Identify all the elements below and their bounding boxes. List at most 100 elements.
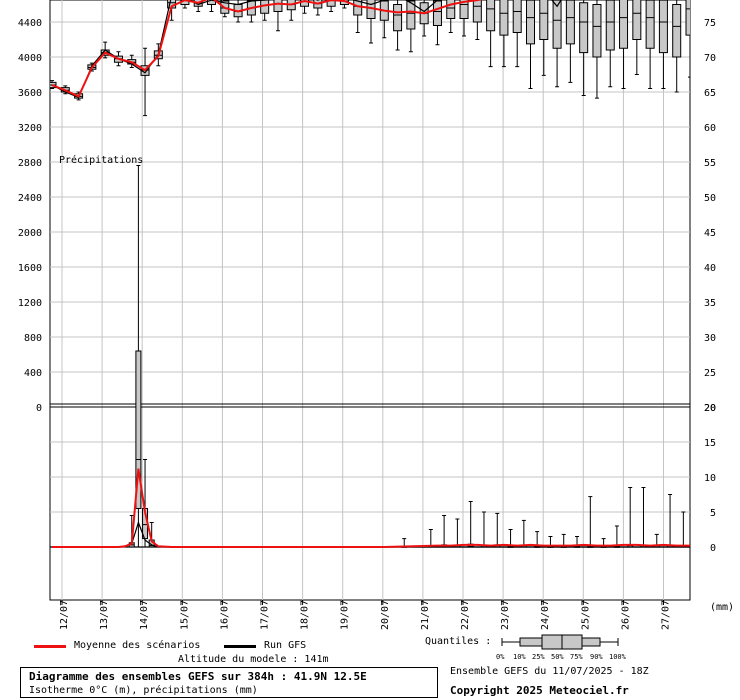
x-tick-label: 20/07: [380, 600, 391, 630]
x-tick-label: 26/07: [620, 600, 631, 630]
isotherm-box: [605, 0, 615, 88]
precip-unit-label: (mm): [710, 602, 734, 613]
mean-precip-line: [52, 468, 690, 548]
quantile-mark: 10%: [513, 653, 526, 661]
box-body: [446, 0, 456, 19]
altitude-label: Altitude du modele : 141m: [178, 654, 329, 665]
box-body: [658, 0, 668, 54]
quantiles-label: Quantiles :: [425, 636, 492, 647]
quantiles-key-box: [501, 634, 619, 650]
box-body: [672, 4, 682, 58]
quantile-mark: 90%: [590, 653, 603, 661]
y-left-tick-label: 0: [36, 403, 42, 414]
quantile-mark: 0%: [496, 653, 505, 661]
box-body: [552, 0, 562, 49]
y-left-tick-label: 2800: [18, 158, 42, 169]
x-tick-label: 15/07: [179, 600, 190, 630]
isotherm-box: [512, 0, 522, 68]
y-left-tick-label: 400: [24, 368, 42, 379]
box-body: [685, 0, 690, 36]
copyright: Copyright 2025 Meteociel.fr: [450, 684, 629, 697]
run-label: Ensemble GEFS du 11/07/2025 - 18Z: [450, 666, 649, 677]
box-body: [459, 0, 469, 19]
box-body: [592, 4, 602, 58]
isotherm-box: [459, 0, 469, 37]
y-right-tick-label: 75: [704, 18, 716, 29]
x-tick-label: 25/07: [580, 600, 591, 630]
isotherm-box: [619, 0, 629, 89]
x-tick-label: 16/07: [219, 600, 230, 630]
box-body: [645, 0, 655, 49]
isotherm-box: [526, 0, 535, 89]
box-body: [605, 0, 615, 51]
box-body: [526, 0, 535, 45]
box-body: [632, 0, 642, 40]
y-left-tick-label: 3200: [18, 123, 42, 134]
isotherm-box: [486, 0, 496, 68]
y-left-tick-label: 4000: [18, 53, 42, 64]
precip-title: Précipitations: [59, 154, 143, 166]
y-right-tick-label: 60: [704, 123, 716, 134]
box-body: [406, 0, 416, 30]
isotherm-box: [565, 0, 575, 83]
x-tick-label: 27/07: [661, 600, 672, 630]
y-right-tick-label: 0: [710, 543, 716, 554]
isotherm-box: [632, 0, 642, 75]
isotherm-box: [579, 0, 589, 96]
x-tick-label: 14/07: [139, 600, 150, 630]
quantile-mark: 25%: [532, 653, 545, 661]
x-tick-label: 19/07: [340, 600, 351, 630]
quantile-mark: 100%: [609, 653, 626, 661]
isotherm-box: [393, 0, 403, 51]
y-left-tick-label: 1600: [18, 263, 42, 274]
box-body: [565, 0, 575, 45]
x-tick-label: 18/07: [300, 600, 311, 630]
isotherm-box: [539, 0, 549, 76]
x-tick-label: 23/07: [500, 600, 511, 630]
isotherm-box: [472, 0, 482, 40]
y-left-tick-label: 1200: [18, 298, 42, 309]
box-body: [499, 0, 509, 36]
box-body: [486, 0, 496, 32]
box-body: [135, 350, 142, 509]
x-tick-label: 24/07: [540, 600, 551, 630]
isotherm-box: [499, 0, 509, 68]
y-right-tick-label: 5: [710, 508, 716, 519]
precip-box: [135, 165, 142, 548]
y-right-tick-label: 25: [704, 368, 716, 379]
isotherm-box: [685, 0, 690, 78]
isotherm-box: [672, 0, 682, 93]
isotherm-box: [592, 0, 602, 99]
y-right-tick-label: 65: [704, 88, 716, 99]
y-right-tick-label: 15: [704, 438, 716, 449]
box-body: [619, 0, 629, 49]
isotherm-box: [446, 0, 456, 33]
y-right-tick-label: 20: [704, 403, 716, 414]
box-body: [579, 2, 589, 54]
info-title: Diagramme des ensembles GEFS sur 384h : …: [29, 670, 367, 683]
x-tick-label: 13/07: [99, 600, 110, 630]
box-body: [472, 0, 482, 23]
y-right-tick-label: 10: [704, 473, 716, 484]
x-tick-label: 17/07: [260, 600, 271, 630]
quantile-mark: 50%: [551, 653, 564, 661]
quantile-mark: 75%: [570, 653, 583, 661]
box-body: [393, 4, 403, 32]
legend-mean-swatch: [34, 645, 66, 648]
box-body: [273, 0, 283, 12]
y-right-tick-label: 35: [704, 298, 716, 309]
y-right-tick-label: 55: [704, 158, 716, 169]
y-left-tick-label: 2000: [18, 228, 42, 239]
mean-isotherm-line: [51, 0, 484, 98]
y-left-tick-label: 4400: [18, 18, 42, 29]
info-box: Diagramme des ensembles GEFS sur 384h : …: [20, 667, 438, 698]
x-tick-label: 12/07: [59, 600, 70, 630]
y-right-tick-label: 20: [704, 403, 716, 414]
isotherm-box: [658, 0, 668, 89]
y-right-tick-label: 40: [704, 263, 716, 274]
y-right-tick-label: 30: [704, 333, 716, 344]
legend-gfs-label: Run GFS: [264, 640, 307, 651]
y-right-tick-label: 50: [704, 193, 716, 204]
x-tick-label: 21/07: [420, 600, 431, 630]
